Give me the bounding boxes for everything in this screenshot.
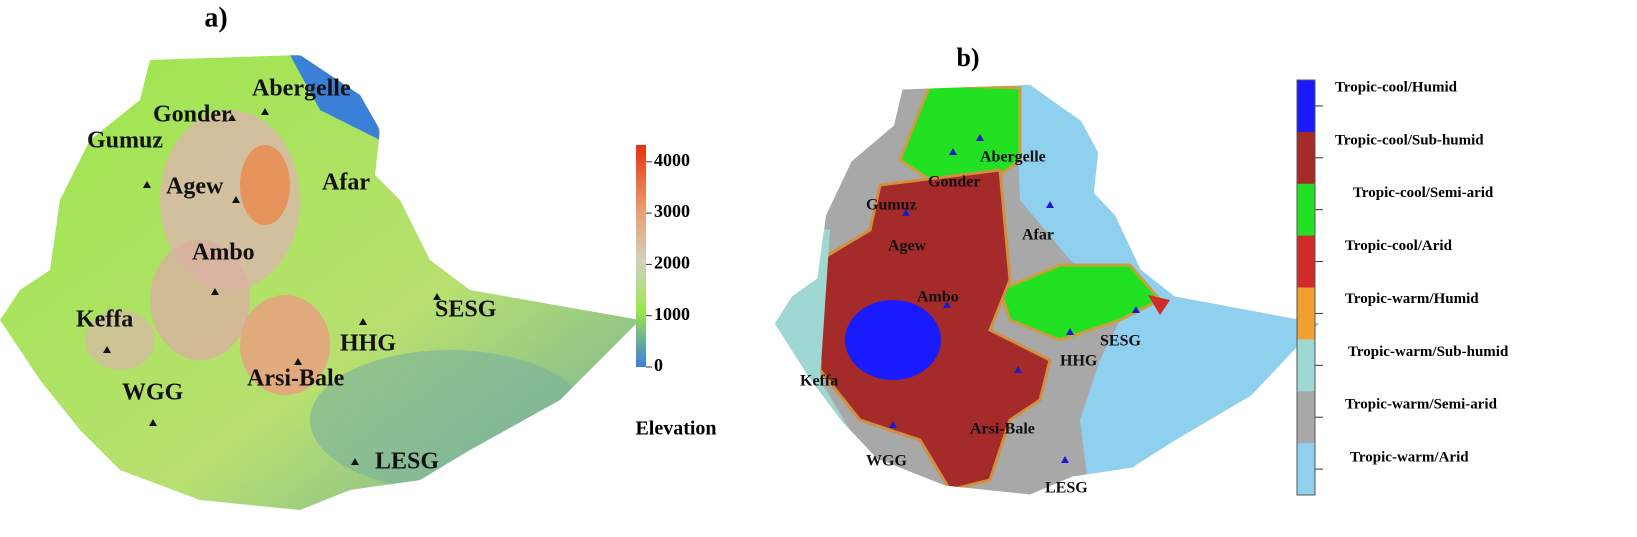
- site-label: Agew: [166, 174, 224, 200]
- colorbar-tick-label: 1000: [654, 304, 690, 324]
- site-label: Afar: [322, 170, 370, 196]
- site-label: WGG: [122, 380, 184, 406]
- climate-map: [775, 85, 1319, 495]
- legend-swatch: [1297, 131, 1315, 185]
- site-label: LESG: [375, 449, 439, 475]
- legend-label: Tropic-warm/Sub-humid: [1348, 344, 1509, 360]
- legend-label: Tropic-warm/Arid: [1350, 450, 1469, 466]
- site-marker: [232, 196, 240, 203]
- site-label: HHG: [340, 331, 396, 357]
- panel-label: b): [956, 43, 979, 72]
- panel-label: a): [204, 2, 227, 33]
- site-marker: [902, 209, 910, 216]
- site-label: Gumuz: [866, 197, 917, 214]
- legend-label: Tropic-warm/Humid: [1345, 291, 1479, 307]
- site-marker: [1014, 366, 1022, 373]
- site-marker: [1132, 306, 1140, 313]
- legend-swatch: [1297, 183, 1315, 237]
- site-marker: [149, 419, 157, 426]
- site-marker: [949, 148, 957, 155]
- site-label: Gumuz: [87, 128, 163, 154]
- legend-label: Tropic-cool/Sub-humid: [1335, 132, 1484, 148]
- colorbar-ticks: 0 1000 2000 3000 4000: [646, 150, 690, 375]
- legend-swatch: [1297, 339, 1315, 392]
- site-marker: [351, 458, 359, 465]
- site-marker: [359, 318, 367, 325]
- site-marker: [261, 108, 269, 115]
- legend: Tropic-cool/Humid Tropic-cool/Sub-humid Tr…: [1296, 79, 1509, 496]
- legend-label: Tropic-cool/Humid: [1335, 79, 1458, 95]
- site-label: Agew: [888, 238, 927, 255]
- site-label: Gonder: [153, 102, 232, 128]
- site-label: Afar: [1022, 227, 1054, 244]
- site-marker: [143, 181, 151, 188]
- site-label: SESG: [1100, 333, 1141, 350]
- site-marker: [228, 114, 236, 121]
- site-label: Ambo: [917, 289, 959, 306]
- colorbar-tick-label: 0: [654, 355, 663, 375]
- site-marker: [1066, 328, 1074, 335]
- site-marker: [211, 288, 219, 295]
- site-label: HHG: [1060, 353, 1098, 370]
- legend-swatch: [1297, 443, 1315, 496]
- legend-label: Tropic-cool/Semi-arid: [1353, 185, 1494, 201]
- colorbar-title: Elevation: [635, 418, 716, 440]
- site-label: Abergelle: [980, 149, 1046, 166]
- legend-frame: [1296, 79, 1316, 496]
- site-label: Keffa: [76, 307, 133, 333]
- site-label: Arsi-Bale: [970, 421, 1035, 438]
- site-label: LESG: [1045, 480, 1088, 497]
- colorbar-tick-label: 2000: [654, 253, 690, 273]
- legend-label: Tropic-cool/Arid: [1345, 238, 1453, 254]
- legend-swatch: [1297, 235, 1315, 288]
- legend-swatch: [1297, 391, 1315, 444]
- site-label: WGG: [866, 453, 907, 470]
- site-marker: [433, 293, 441, 300]
- site-marker: [1061, 456, 1069, 463]
- site-label: Arsi-Bale: [247, 366, 345, 392]
- site-marker: [1046, 201, 1054, 208]
- legend-swatch: [1297, 80, 1315, 133]
- site-marker: [976, 134, 984, 141]
- site-label: SESG: [435, 297, 497, 323]
- site-label: Gonder: [928, 174, 980, 191]
- colorbar-tick-label: 3000: [654, 201, 690, 221]
- site-label: Abergelle: [252, 76, 351, 102]
- site-marker: [294, 358, 302, 365]
- site-label: Keffa: [800, 373, 838, 390]
- elevation-map: [0, 55, 640, 510]
- legend-label: Tropic-warm/Semi-arid: [1345, 397, 1498, 413]
- site-label: Ambo: [192, 240, 255, 266]
- colorbar-tick-label: 4000: [654, 150, 690, 170]
- site-marker: [943, 301, 951, 308]
- colorbar: [636, 145, 646, 367]
- site-marker: [889, 421, 897, 428]
- site-marker: [103, 346, 111, 353]
- legend-swatch: [1297, 287, 1315, 340]
